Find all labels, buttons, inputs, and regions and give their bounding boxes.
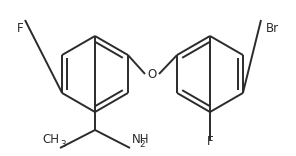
Text: F: F — [17, 22, 23, 34]
Text: NH: NH — [132, 133, 149, 146]
Text: Br: Br — [266, 22, 279, 34]
Text: F: F — [207, 135, 213, 148]
Text: 3: 3 — [60, 140, 66, 149]
Text: O: O — [147, 68, 157, 80]
Text: CH: CH — [42, 133, 59, 146]
Text: 2: 2 — [139, 140, 145, 149]
